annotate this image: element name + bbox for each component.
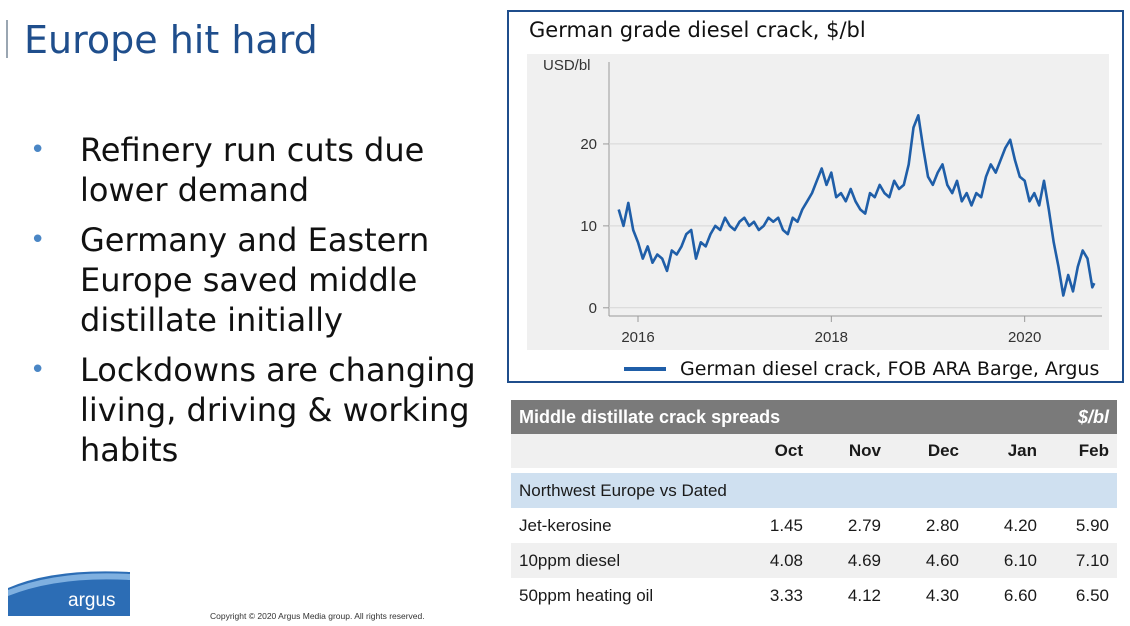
table-cell: 4.20 bbox=[1003, 515, 1037, 535]
y-tick-label: 20 bbox=[580, 136, 597, 153]
column-header: Dec bbox=[927, 441, 959, 460]
column-header: Oct bbox=[774, 441, 803, 460]
slide-title: Europe hit hard bbox=[24, 18, 318, 62]
title-accent-bar bbox=[6, 20, 8, 58]
series-line bbox=[617, 113, 1096, 297]
row-label: Jet-kerosine bbox=[519, 515, 612, 535]
table-cell: 7.10 bbox=[1075, 550, 1109, 570]
table-cell: 6.10 bbox=[1003, 550, 1037, 570]
x-tick-label: 2018 bbox=[815, 329, 848, 346]
y-axis-label: USD/bl bbox=[543, 57, 591, 74]
x-tick-label: 2020 bbox=[1008, 329, 1041, 346]
plot-background bbox=[527, 54, 1109, 350]
bullet-dot-icon: • bbox=[30, 355, 46, 385]
legend-label: German diesel crack, FOB ARA Barge, Argu… bbox=[680, 358, 1100, 380]
column-header: Jan bbox=[1007, 441, 1037, 460]
column-header: Nov bbox=[848, 441, 881, 460]
table-cell: 2.79 bbox=[847, 515, 881, 535]
column-header: Feb bbox=[1078, 441, 1109, 460]
table-section-row: Northwest Europe vs Dated bbox=[511, 473, 1117, 508]
bullet-list: • Refinery run cuts due lower demand • G… bbox=[30, 130, 500, 480]
copyright-text: Copyright © 2020 Argus Media group. All … bbox=[210, 611, 425, 621]
table-cell: 4.08 bbox=[769, 550, 803, 570]
table-cell: 4.69 bbox=[847, 550, 881, 570]
table-row: 10ppm diesel 4.08 4.69 4.60 6.10 7.10 bbox=[511, 543, 1117, 578]
table-cell: 6.50 bbox=[1075, 585, 1109, 605]
table-title: Middle distillate crack spreads bbox=[519, 406, 781, 427]
table-unit: $/bl bbox=[1077, 406, 1109, 427]
table-header-bar: Middle distillate crack spreads $/bl bbox=[511, 400, 1117, 434]
table-cell: 4.60 bbox=[925, 550, 959, 570]
y-tick-label: 0 bbox=[589, 300, 597, 317]
row-label: 50ppm heating oil bbox=[519, 585, 654, 605]
logo-text: argus bbox=[68, 590, 116, 611]
bullet-dot-icon: • bbox=[30, 135, 46, 165]
table-cell: 5.90 bbox=[1075, 515, 1109, 535]
section-label: Northwest Europe vs Dated bbox=[519, 480, 727, 500]
table-cell: 4.30 bbox=[925, 585, 959, 605]
bullet-text: Lockdowns are changing living, driving &… bbox=[80, 351, 476, 469]
table-row: 50ppm heating oil 3.33 4.12 4.30 6.60 6.… bbox=[511, 578, 1117, 613]
legend-swatch bbox=[624, 367, 666, 371]
row-label: 10ppm diesel bbox=[519, 550, 621, 570]
line-chart: 0 10 20 USD/bl 2016 2018 2020 bbox=[543, 57, 1102, 346]
table-row: Jet-kerosine 1.45 2.79 2.80 4.20 5.90 bbox=[511, 508, 1117, 543]
argus-logo: argus bbox=[8, 566, 130, 616]
chart-legend: German diesel crack, FOB ARA Barge, Argu… bbox=[624, 358, 1099, 380]
table-column-headers: Oct Nov Dec Jan Feb bbox=[511, 434, 1117, 468]
y-tick-label: 10 bbox=[580, 218, 597, 235]
bullet-text: Refinery run cuts due lower demand bbox=[80, 131, 425, 209]
bullet-item: • Lockdowns are changing living, driving… bbox=[30, 350, 500, 470]
bullet-dot-icon: • bbox=[30, 225, 46, 255]
table-cell: 1.45 bbox=[769, 515, 803, 535]
crack-spreads-table: Middle distillate crack spreads $/bl Oct… bbox=[511, 400, 1117, 613]
chart-title: German grade diesel crack, $/bl bbox=[529, 18, 866, 42]
table-cell: 6.60 bbox=[1003, 585, 1037, 605]
bullet-text: Germany and Eastern Europe saved middle … bbox=[80, 221, 430, 339]
bullet-item: • Germany and Eastern Europe saved middl… bbox=[30, 220, 500, 340]
table-cell: 2.80 bbox=[925, 515, 959, 535]
table-cell: 3.33 bbox=[769, 585, 803, 605]
bullet-item: • Refinery run cuts due lower demand bbox=[30, 130, 500, 210]
table-cell: 4.12 bbox=[847, 585, 881, 605]
chart-panel: German grade diesel crack, $/bl 0 10 20 USD… bbox=[507, 10, 1124, 383]
x-tick-label: 2016 bbox=[621, 329, 654, 346]
